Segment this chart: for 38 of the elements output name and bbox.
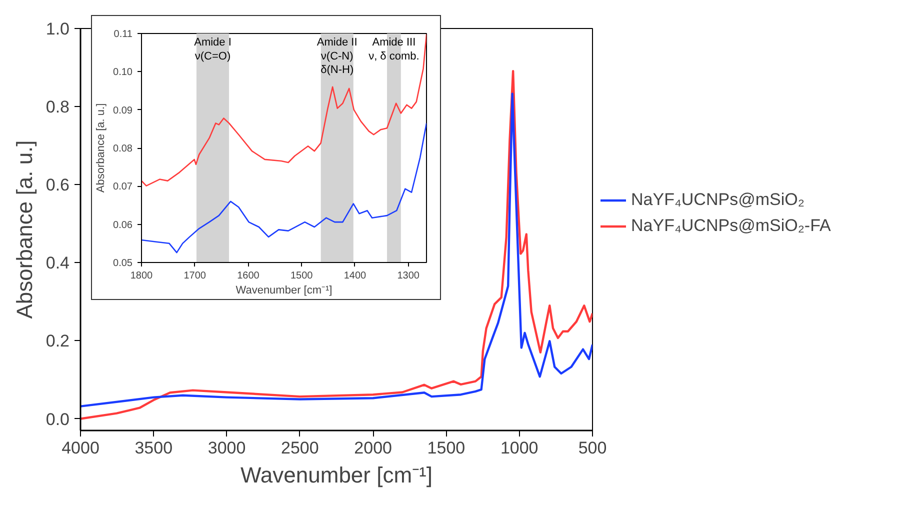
legend-label: NaYF₄UCNPs@mSiO₂ xyxy=(631,190,804,210)
y-tick-label: 0.08 xyxy=(113,144,133,154)
y-axis-title: Absorbance [a. u.] xyxy=(95,103,108,193)
y-tick-label: 0.06 xyxy=(113,220,133,231)
x-tick-label: 1700 xyxy=(184,270,206,282)
y-tick-label: 0.05 xyxy=(113,258,133,269)
x-tick-label: 2500 xyxy=(281,438,319,458)
x-axis-title: Wavenumber [cm⁻¹] xyxy=(236,284,332,296)
x-tick-label: 500 xyxy=(578,438,607,458)
y-tick-label: 0.2 xyxy=(46,332,70,351)
x-axis-title: Wavenumber [cm⁻¹] xyxy=(240,462,433,488)
y-tick-label: 0.4 xyxy=(46,254,70,273)
y-tick-label: 1.0 xyxy=(46,20,70,38)
x-tick-label: 1500 xyxy=(427,438,466,458)
x-tick-label: 1400 xyxy=(344,270,367,282)
x-tick-label: 4000 xyxy=(62,438,100,458)
y-tick-label: 0.09 xyxy=(113,105,133,116)
x-tick-label: 3500 xyxy=(134,438,173,458)
band-label: Amide III ν, δ comb. xyxy=(368,36,420,62)
x-tick-label: 1800 xyxy=(130,270,154,282)
y-tick-label: 0.07 xyxy=(113,182,133,193)
x-tick-label: 1300 xyxy=(397,270,420,282)
x-tick-label: 1500 xyxy=(290,270,314,282)
x-tick-label: 3000 xyxy=(208,438,246,458)
band-label: Amide II ν(C-N) δ(N-H) xyxy=(316,36,358,76)
line-series xyxy=(142,34,426,186)
y-tick-label: 0.10 xyxy=(113,67,133,78)
y-tick-label: 0.11 xyxy=(114,29,133,40)
y-tick-label: 0.6 xyxy=(46,176,70,195)
legend-label: NaYF₄UCNPs@mSiO₂-FA xyxy=(631,216,831,236)
x-tick-label: 1000 xyxy=(500,438,538,458)
y-tick-label: 0.0 xyxy=(46,410,70,429)
band-label: Amide I ν(C=O) xyxy=(194,36,232,62)
x-tick-label: 2000 xyxy=(354,438,392,458)
line-series xyxy=(142,122,426,254)
y-axis-title: Absorbance [a. u.] xyxy=(12,140,37,319)
x-tick-label: 1600 xyxy=(237,270,260,282)
y-tick-label: 0.8 xyxy=(46,98,70,117)
